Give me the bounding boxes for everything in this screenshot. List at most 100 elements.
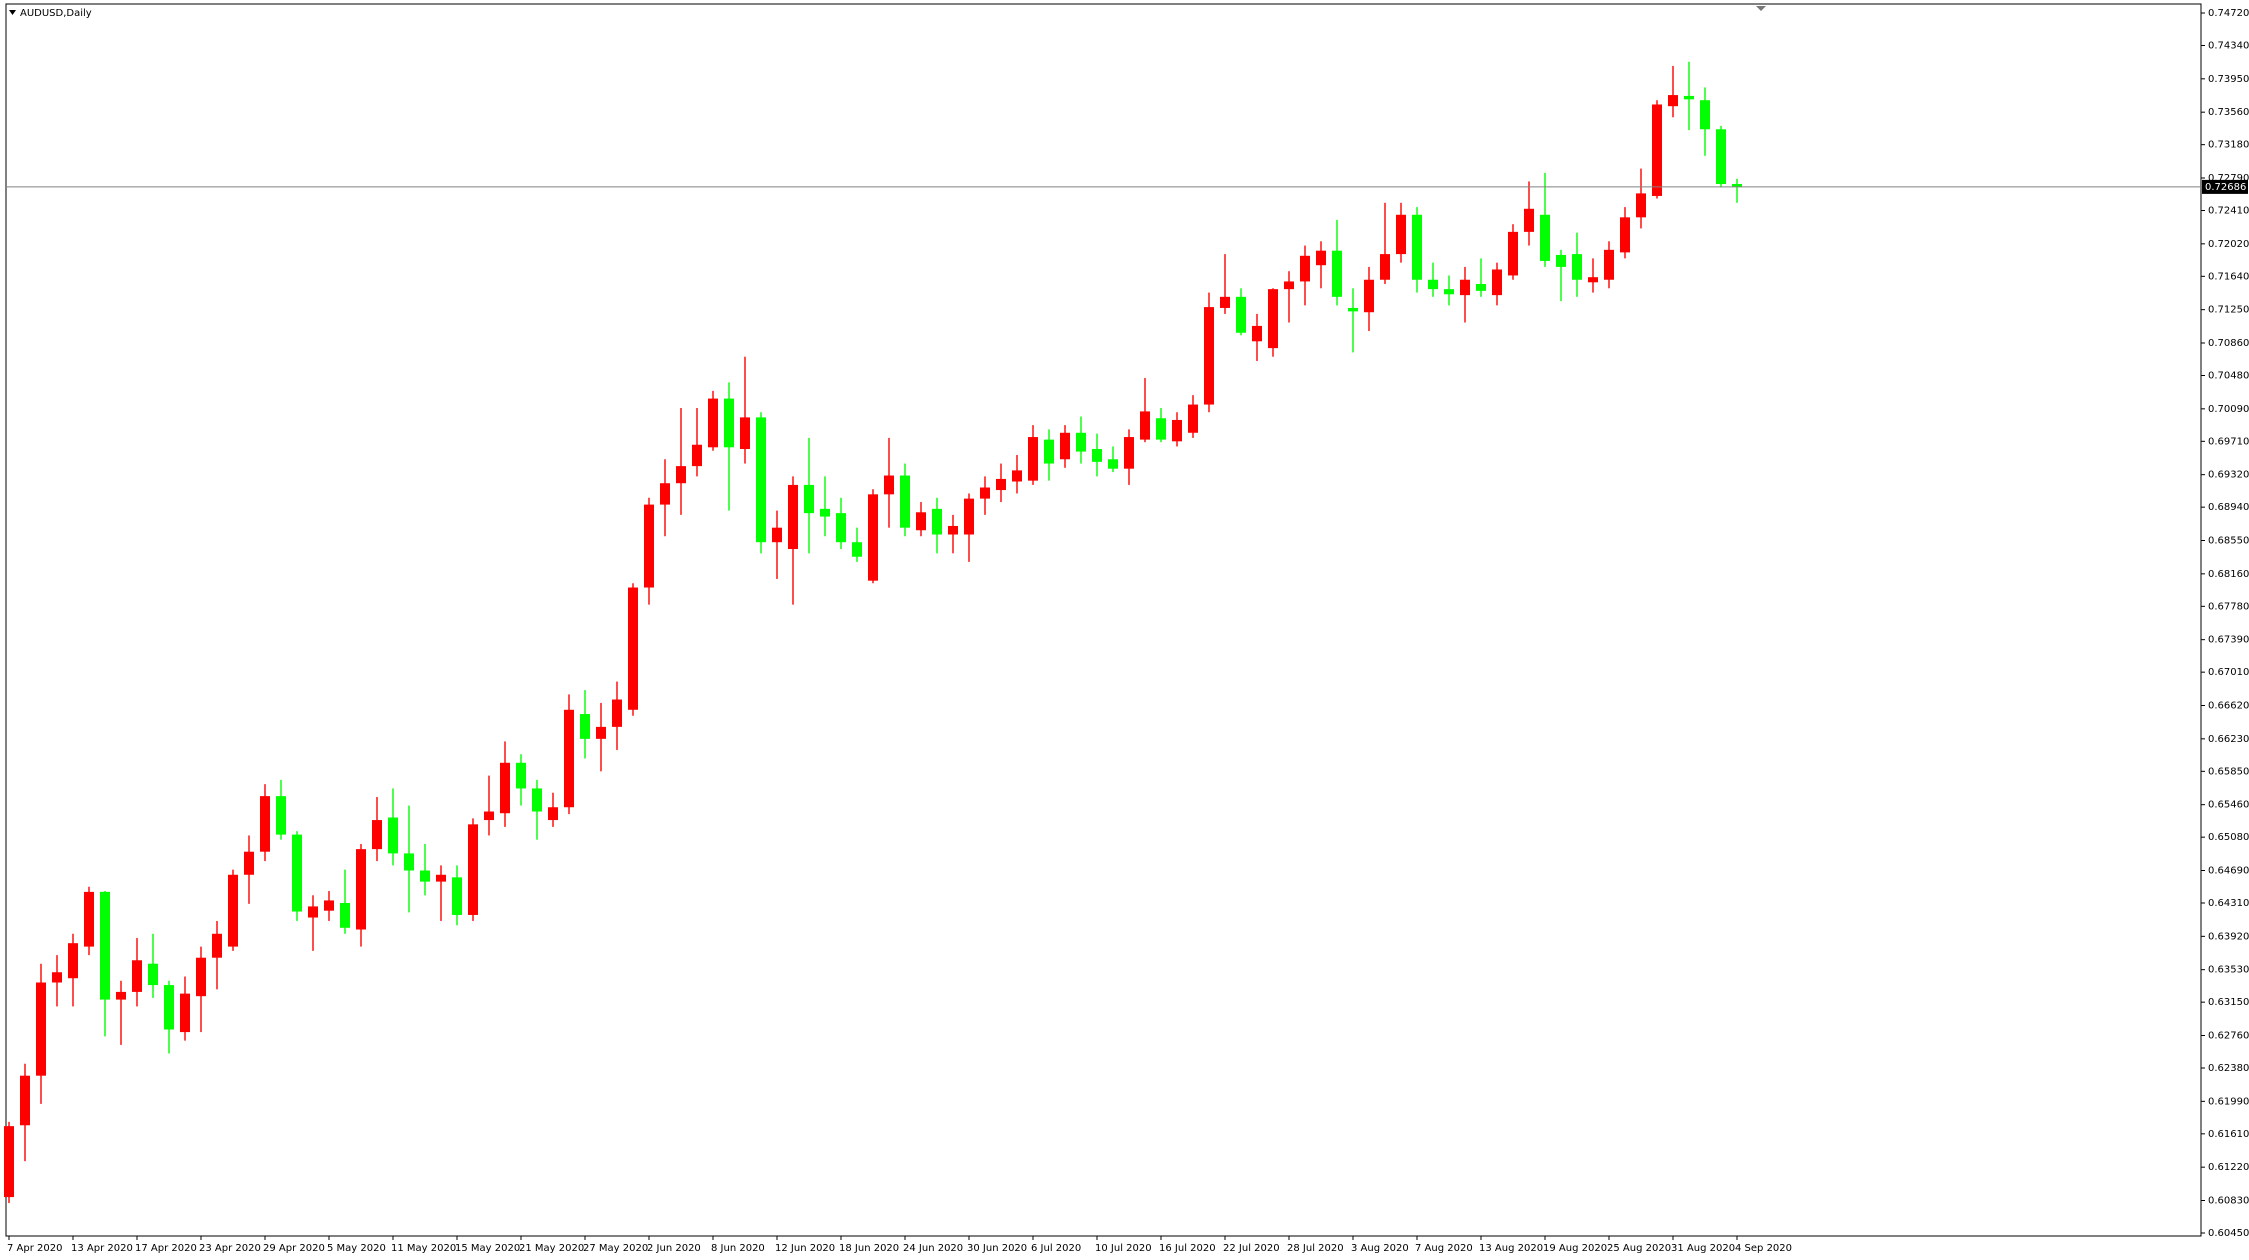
candle-body	[1252, 325, 1262, 342]
candle-body	[84, 891, 94, 947]
y-tick-label: 0.71250	[2208, 305, 2249, 316]
candle-body	[340, 902, 350, 928]
candle-body	[724, 398, 734, 448]
x-tick-label: 12 Jun 2020	[775, 1243, 835, 1254]
candle-body	[804, 484, 814, 514]
candle-body	[740, 417, 750, 450]
candle-body	[1044, 439, 1054, 464]
candle-body	[452, 877, 462, 915]
x-tick-label: 29 Apr 2020	[263, 1243, 325, 1254]
candle-body	[260, 796, 270, 852]
candle-body	[1028, 437, 1038, 481]
candle-body	[436, 874, 446, 882]
x-tick-label: 2 Jun 2020	[647, 1243, 701, 1254]
candle-body	[1524, 208, 1534, 232]
y-tick-label: 0.67780	[2208, 601, 2249, 612]
candle-body	[212, 933, 222, 958]
candle-body	[948, 525, 958, 535]
y-tick-label: 0.73180	[2208, 140, 2249, 151]
x-tick-label: 18 Jun 2020	[839, 1243, 899, 1254]
x-tick-label: 16 Jul 2020	[1159, 1243, 1216, 1254]
candle-body	[196, 957, 206, 997]
x-tick-label: 21 May 2020	[519, 1243, 584, 1254]
candle-body	[1124, 437, 1134, 469]
x-tick-label: 30 Jun 2020	[967, 1243, 1027, 1254]
candle-body	[1492, 269, 1502, 296]
candle-body	[1732, 183, 1742, 187]
y-tick-label: 0.67010	[2208, 667, 2249, 678]
x-tick-label: 17 Apr 2020	[135, 1243, 197, 1254]
candle-body	[916, 512, 926, 531]
candle-body	[612, 699, 622, 727]
candle-body	[1108, 459, 1118, 469]
candle-body	[676, 466, 686, 484]
candle-body	[708, 398, 718, 448]
candle-body	[52, 972, 62, 983]
candle-body	[420, 870, 430, 882]
y-tick-label: 0.69710	[2208, 436, 2249, 447]
y-tick-label: 0.72020	[2208, 239, 2249, 250]
candle-body	[1076, 432, 1086, 452]
candle-body	[4, 1126, 14, 1198]
candle-body	[244, 851, 254, 875]
x-tick-label: 7 Apr 2020	[7, 1243, 62, 1254]
candle-body	[1156, 418, 1166, 440]
candle-body	[116, 991, 126, 1000]
x-tick-label: 22 Jul 2020	[1223, 1243, 1280, 1254]
candle-body	[756, 417, 766, 543]
candle-body	[1412, 214, 1422, 280]
y-tick-label: 0.65460	[2208, 800, 2249, 811]
y-tick-label: 0.68160	[2208, 569, 2249, 580]
candle-body	[388, 817, 398, 854]
y-tick-label: 0.63150	[2208, 997, 2249, 1008]
x-tick-label: 25 Aug 2020	[1607, 1243, 1671, 1254]
candle-body	[1092, 449, 1102, 462]
candle-body	[1172, 419, 1182, 442]
candle-body	[484, 811, 494, 821]
candle-body	[228, 874, 238, 947]
y-tick-label: 0.65850	[2208, 766, 2249, 777]
y-tick-label: 0.73560	[2208, 107, 2249, 118]
candle-body	[308, 906, 318, 918]
y-tick-label: 0.62760	[2208, 1031, 2249, 1042]
y-tick-label: 0.65080	[2208, 832, 2249, 843]
candle-body	[1636, 193, 1646, 218]
candle-body	[1540, 214, 1550, 261]
y-tick-label: 0.66230	[2208, 734, 2249, 745]
y-tick-label: 0.64310	[2208, 898, 2249, 909]
y-tick-label: 0.72790	[2208, 173, 2249, 184]
y-tick-label: 0.73950	[2208, 74, 2249, 85]
current-price-label: 0.72686	[2205, 182, 2246, 193]
x-tick-label: 3 Aug 2020	[1351, 1243, 1409, 1254]
current-price-box	[2202, 179, 2248, 194]
candle-body	[1316, 250, 1326, 266]
x-tick-label: 24 Jun 2020	[903, 1243, 963, 1254]
candle-body	[1364, 279, 1374, 313]
candle-body	[884, 475, 894, 495]
candle-body	[564, 709, 574, 808]
candle-body	[324, 900, 334, 911]
x-tick-label: 13 Apr 2020	[71, 1243, 133, 1254]
x-tick-label: 23 Apr 2020	[199, 1243, 261, 1254]
x-tick-label: 8 Jun 2020	[711, 1243, 765, 1254]
candle-body	[1556, 254, 1566, 267]
y-tick-label: 0.74720	[2208, 8, 2249, 19]
candle-body	[1220, 296, 1230, 308]
y-tick-label: 0.74340	[2208, 40, 2249, 51]
candle-body	[836, 513, 846, 543]
x-tick-label: 11 May 2020	[391, 1243, 456, 1254]
chart-title: AUDUSD,Daily	[20, 8, 92, 19]
x-tick-label: 19 Aug 2020	[1543, 1243, 1607, 1254]
candle-body	[1460, 279, 1470, 296]
y-tick-label: 0.61610	[2208, 1129, 2249, 1140]
menu-triangle[interactable]	[9, 10, 16, 15]
candle-body	[1620, 217, 1630, 253]
y-tick-label: 0.66620	[2208, 701, 2249, 712]
y-tick-label: 0.61220	[2208, 1162, 2249, 1173]
candle-body	[1380, 254, 1390, 280]
candle-body	[868, 494, 878, 581]
candle-body	[1332, 250, 1342, 297]
candle-body	[1300, 255, 1310, 282]
y-tick-label: 0.61990	[2208, 1096, 2249, 1107]
